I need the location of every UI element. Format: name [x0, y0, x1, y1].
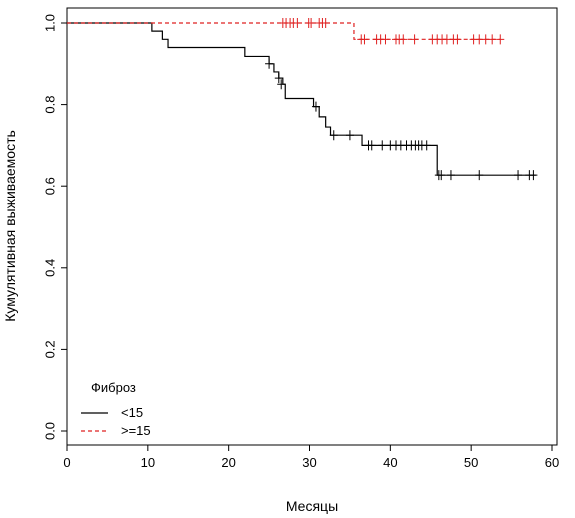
censor-mark: [274, 73, 283, 84]
censor-mark: [529, 170, 538, 181]
censor-mark: [367, 140, 376, 151]
censor-mark: [277, 79, 286, 90]
legend-title: Фиброз: [91, 380, 136, 395]
series-ge15: [67, 18, 505, 45]
censor-mark: [360, 34, 369, 45]
survival-line-lt15: [67, 22, 536, 176]
censor-mark: [311, 101, 320, 112]
censor-mark: [329, 130, 338, 141]
y-tick-label: 0.0: [42, 422, 57, 440]
censor-mark: [265, 58, 274, 69]
censor-mark: [345, 130, 354, 141]
series-lt15: [67, 22, 538, 181]
censor-mark: [293, 18, 302, 28]
x-axis: 0 10 20 30 40 50 60: [63, 445, 559, 470]
censor-mark: [307, 18, 316, 28]
y-tick-label: 0.8: [42, 96, 57, 114]
y-tick-label: 1.0: [42, 14, 57, 32]
x-tick-label: 0: [63, 455, 70, 470]
series-layer: [67, 18, 538, 181]
x-tick-label: 30: [302, 455, 316, 470]
censor-mark: [514, 170, 523, 181]
censor-mark: [496, 34, 505, 45]
y-axis: 0.0 0.2 0.4 0.6 0.8 1.0: [42, 14, 67, 440]
legend: Фиброз <15 >=15: [81, 380, 151, 438]
y-tick-label: 0.4: [42, 259, 57, 277]
censor-mark: [399, 34, 408, 45]
y-axis-title: Кумулятивная выживаемость: [2, 130, 18, 322]
x-tick-label: 50: [464, 455, 478, 470]
censor-mark: [437, 170, 446, 181]
legend-label-ge15: >=15: [121, 423, 151, 438]
legend-label-lt15: <15: [121, 405, 143, 420]
censor-mark: [410, 34, 419, 45]
x-tick-label: 40: [383, 455, 397, 470]
censor-mark: [488, 34, 497, 45]
censor-mark: [446, 170, 455, 181]
censor-mark: [475, 170, 484, 181]
y-tick-label: 0.2: [42, 340, 57, 358]
censor-mark: [378, 140, 387, 151]
censor-mark: [321, 18, 330, 28]
x-tick-label: 10: [141, 455, 155, 470]
x-axis-title: Месяцы: [286, 498, 338, 514]
censor-mark: [453, 34, 462, 45]
x-tick-label: 60: [545, 455, 559, 470]
plot-frame: [66, 7, 558, 446]
survival-line-ge15: [67, 22, 501, 40]
y-tick-label: 0.6: [42, 177, 57, 195]
censor-mark: [381, 34, 390, 45]
x-tick-label: 20: [221, 455, 235, 470]
censor-mark: [422, 140, 431, 151]
